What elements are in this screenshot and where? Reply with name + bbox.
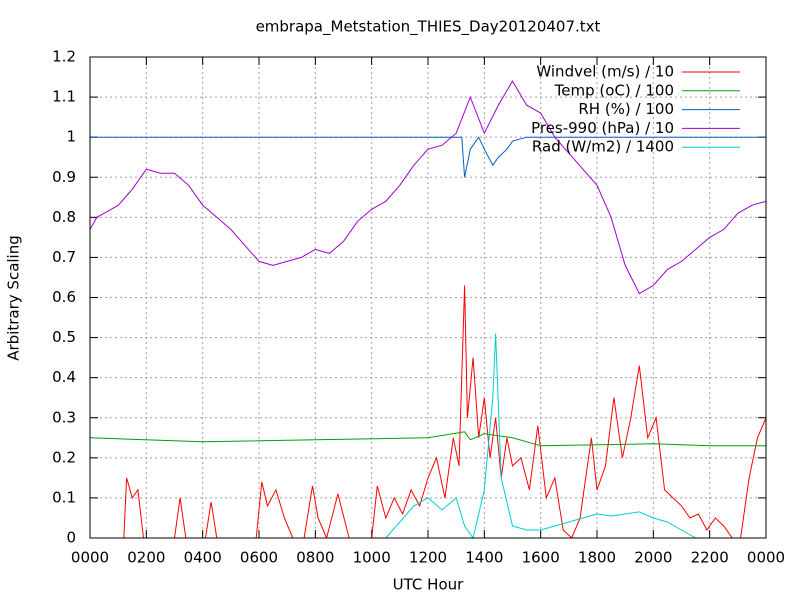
legend-label: Rad (W/m2) / 1400 (532, 138, 674, 156)
y-tick-label: 0.4 (52, 368, 76, 386)
y-tick-label: 0.3 (52, 408, 76, 426)
x-tick-label: 1000 (353, 549, 391, 567)
series-line (90, 80, 766, 295)
y-tick-label: 0.2 (52, 448, 76, 466)
legend-label: Windvel (m/s) / 10 (536, 63, 674, 81)
x-tick-label: 0800 (296, 549, 334, 567)
series-line (90, 333, 766, 538)
y-tick-label: 0.6 (52, 288, 76, 306)
legend-label: Temp (oC) / 100 (554, 81, 674, 99)
y-tick-label: 1.2 (52, 48, 76, 66)
x-tick-label: 1600 (522, 549, 560, 567)
y-tick-label: 0.5 (52, 328, 76, 346)
series-line (90, 136, 766, 178)
y-tick-label: 0.9 (52, 168, 76, 186)
legend-label: RH (%) / 100 (578, 100, 674, 118)
y-tick-label: 0.8 (52, 208, 76, 226)
legend-label: Pres-990 (hPa) / 10 (531, 119, 674, 137)
x-tick-label: 0400 (184, 549, 222, 567)
y-tick-label: 1 (66, 128, 76, 146)
x-axis-label: UTC Hour (393, 576, 464, 594)
x-tick-label: 2200 (691, 549, 729, 567)
x-tick-label: 1200 (409, 549, 447, 567)
y-tick-label: 0.1 (52, 488, 76, 506)
x-tick-label: 0000 (747, 549, 785, 567)
series-line (90, 431, 766, 447)
x-tick-label: 0600 (240, 549, 278, 567)
x-tick-label: 1400 (465, 549, 503, 567)
x-tick-label: 2000 (634, 549, 672, 567)
y-tick-label: 0.7 (52, 248, 76, 266)
x-tick-label: 1800 (578, 549, 616, 567)
y-tick-label: 0 (66, 529, 76, 547)
chart-title: embrapa_Metstation_THIES_Day20120407.txt (256, 18, 601, 37)
y-tick-label: 1.1 (52, 88, 76, 106)
x-tick-label: 0200 (127, 549, 165, 567)
series-line (90, 285, 766, 538)
x-tick-label: 0000 (71, 549, 109, 567)
plot-frame (89, 56, 767, 539)
y-axis-label: Arbitrary Scaling (5, 235, 23, 361)
